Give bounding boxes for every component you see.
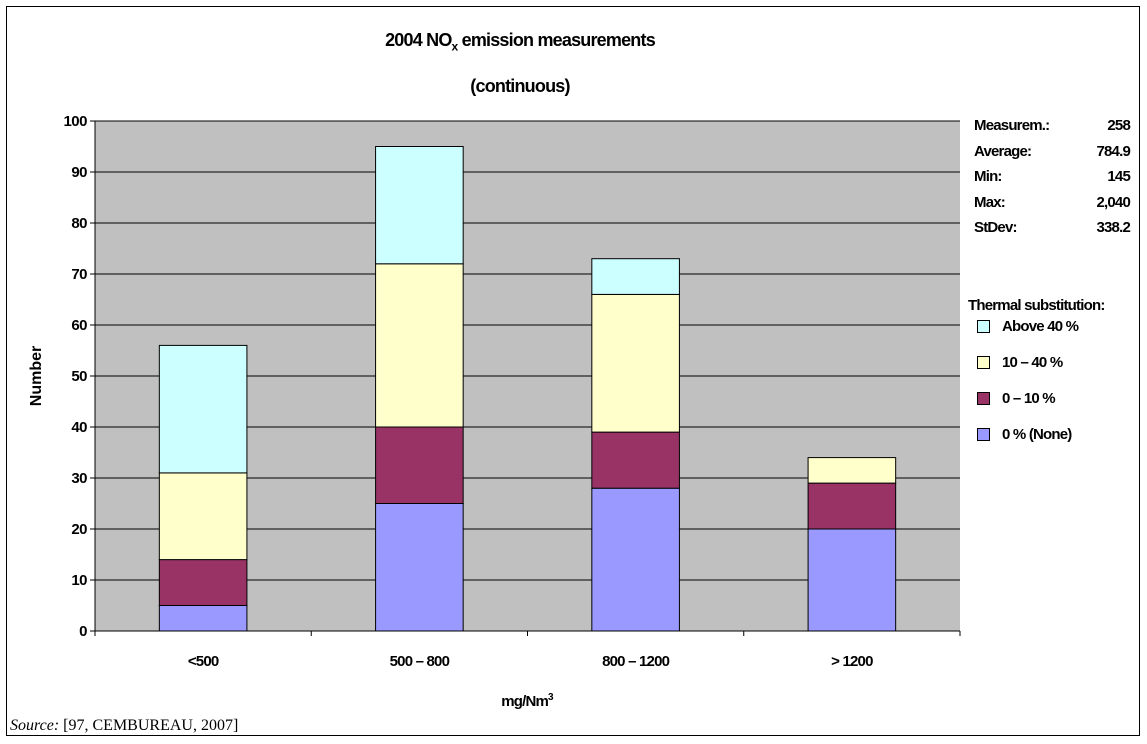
x-axis-label: mg/Nm3 [501, 692, 554, 710]
axes [90, 120, 961, 636]
bar-segment-2-1 [591, 431, 680, 489]
bar-segment-0-2 [158, 472, 248, 561]
y-tick-label: 30 [71, 470, 87, 487]
stat-value: 145 [1107, 168, 1130, 185]
y-tick-label: 40 [71, 419, 87, 436]
bar-segment-0-0 [158, 605, 248, 632]
legend-item: Above 40 % [968, 317, 1146, 353]
bar-segment-1-2 [375, 263, 464, 428]
stat-label: Average: [974, 142, 1032, 160]
bar-segment-3-0 [807, 528, 897, 632]
legend-label: 0 – 10 % [1002, 390, 1056, 407]
legend-swatch [977, 356, 990, 369]
chart-subtitle: (continuous) [470, 76, 570, 96]
legend-label: 10 – 40 % [1002, 354, 1063, 371]
stat-value: 2,040 [1096, 193, 1130, 211]
legend-swatch [977, 428, 990, 441]
y-tick-label: 20 [71, 521, 87, 538]
x-tick-label: <500 [188, 653, 219, 670]
bar-segment-2-0 [591, 487, 680, 632]
x-tick-label: 800 – 1200 [602, 653, 670, 670]
legend-label: 0 % (None) [1002, 426, 1072, 443]
y-tick-label: 100 [63, 113, 87, 130]
legend-swatch [977, 320, 990, 333]
bar-segment-1-0 [375, 503, 464, 632]
statistics-box: Measurem.: 258 Average: 784.9 Min: 145 Max: 2,0… [974, 113, 1134, 241]
x-tick-label: > 1200 [831, 653, 873, 670]
stat-row: Measurem.: 258 [974, 113, 1134, 139]
stat-row: Min: 145 [974, 164, 1134, 190]
legend-item: 0 % (None) [968, 425, 1146, 461]
stat-value: 338.2 [1096, 219, 1130, 236]
y-tick-label: 0 [79, 623, 87, 640]
stat-label: Max: [974, 193, 1006, 211]
legend-swatch [977, 392, 990, 405]
legend-item: 10 – 40 % [968, 353, 1146, 389]
y-tick-label: 90 [71, 164, 87, 181]
y-tick-label: 10 [71, 572, 87, 589]
bar-segment-2-2 [591, 293, 680, 433]
legend: Thermal substitution: Above 40 % 10 – 40 … [968, 295, 1146, 461]
x-tick-labels: <500 500 – 800 800 – 1200 > 1200 [188, 653, 874, 670]
y-tick-label: 60 [71, 317, 87, 334]
y-axis-label: Number [28, 346, 45, 406]
legend-title: Thermal substitution: [968, 297, 1105, 314]
y-tick-label: 50 [71, 368, 87, 385]
stat-row: Average: 784.9 [974, 139, 1134, 165]
bar-segment-0-3 [158, 344, 248, 474]
stat-label: Measurem.: [974, 117, 1050, 134]
y-tick-label: 80 [71, 215, 87, 232]
x-tick-label: 500 – 800 [390, 653, 450, 670]
stat-label: Min: [974, 168, 1002, 185]
legend-item: 0 – 10 % [968, 389, 1146, 425]
bar-segment-3-2 [807, 457, 897, 484]
stat-label: StDev: [974, 219, 1018, 236]
bar-segment-2-3 [591, 258, 680, 295]
bar-segment-3-1 [807, 482, 897, 530]
bar-segment-1-1 [375, 426, 464, 504]
bars [158, 146, 897, 632]
stat-value: 784.9 [1096, 142, 1130, 160]
y-tick-labels: 0 10 20 30 40 50 60 70 80 90 100 [63, 113, 87, 640]
legend-label: Above 40 % [1002, 318, 1079, 335]
stat-row: Max: 2,040 [974, 190, 1134, 216]
y-tick-label: 70 [71, 266, 87, 283]
bar-segment-1-3 [375, 146, 464, 265]
source-note: Source: [97, CEMBUREAU, 2007] [10, 717, 239, 734]
bar-segment-0-1 [158, 559, 248, 606]
chart-title: 2004 NOx emission measurements [385, 30, 656, 54]
stat-value: 258 [1107, 117, 1130, 134]
stat-row: StDev: 338.2 [974, 215, 1134, 241]
